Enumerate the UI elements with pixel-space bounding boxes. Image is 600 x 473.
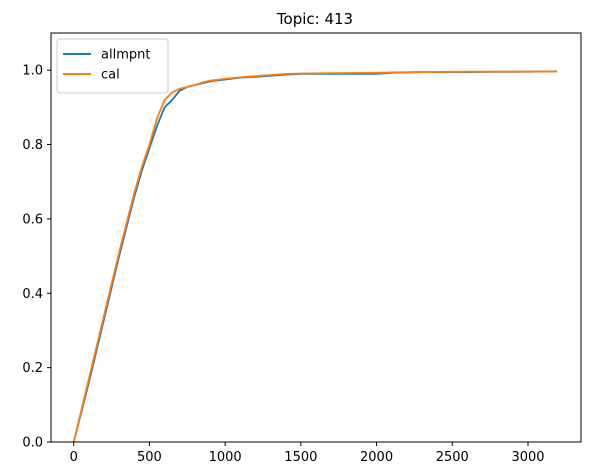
series-layer [72, 70, 557, 443]
plot-frame [50, 32, 582, 443]
chart-title: Topic: 413 [276, 10, 353, 28]
y-tick-label: 0.4 [22, 287, 43, 302]
y-axis: 0.0 0.2 0.4 0.6 0.8 1.0 [22, 64, 51, 451]
legend-label-cal: cal [101, 68, 120, 83]
x-tick-label: 1500 [284, 450, 317, 465]
x-axis: 0 500 1000 1500 2000 2500 3000 [70, 442, 545, 465]
legend-box [56, 38, 169, 94]
y-tick-label: 0.2 [22, 361, 43, 376]
x-tick-label: 3000 [511, 450, 544, 465]
y-tick-label: 0.8 [22, 138, 43, 153]
x-tick-label: 1000 [209, 450, 242, 465]
legend-label-allmpnt: allmpnt [101, 48, 150, 63]
x-tick-label: 500 [137, 450, 162, 465]
y-tick-label: 1.0 [22, 64, 43, 79]
series-line-cal [72, 70, 557, 443]
y-tick-label: 0.0 [22, 436, 43, 451]
x-tick-label: 0 [70, 450, 78, 465]
x-tick-label: 2500 [436, 450, 469, 465]
y-tick-label: 0.6 [22, 212, 43, 227]
legend: allmpnt cal [56, 38, 169, 94]
x-tick-label: 2000 [360, 450, 393, 465]
series-line-allmpnt [72, 70, 557, 443]
